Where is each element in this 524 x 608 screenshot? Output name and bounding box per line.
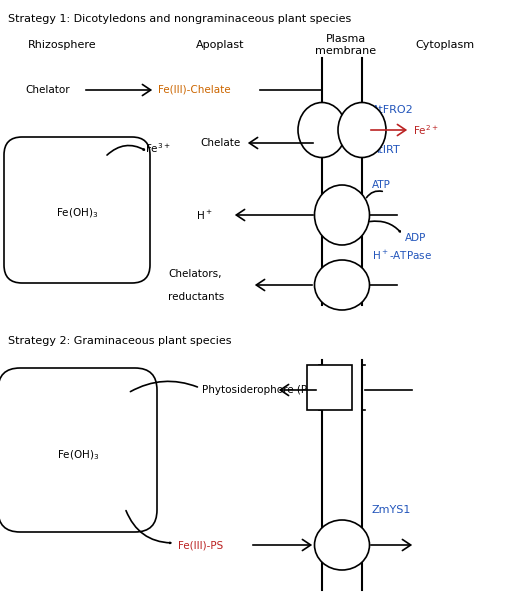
FancyArrowPatch shape [107,145,144,155]
Text: Rhizosphere: Rhizosphere [28,40,96,50]
Text: ATP: ATP [372,180,391,190]
Text: Fe$^{3+}$: Fe$^{3+}$ [145,141,171,155]
Text: Strategy 2: Graminaceous plant species: Strategy 2: Graminaceous plant species [8,336,232,346]
FancyArrowPatch shape [370,221,400,232]
Text: Cytoplasm: Cytoplasm [416,40,475,50]
Text: Chelate: Chelate [200,138,240,148]
Ellipse shape [314,260,369,310]
Text: ZmYS1: ZmYS1 [372,505,411,515]
Ellipse shape [314,520,369,570]
Text: Phytosiderophore (PS): Phytosiderophore (PS) [202,385,318,395]
FancyArrowPatch shape [126,511,171,544]
Ellipse shape [298,103,346,157]
Text: H$^+$-ATPase: H$^+$-ATPase [372,249,432,261]
Text: Chelator: Chelator [25,85,70,95]
Text: AtFRO2: AtFRO2 [372,105,414,115]
Text: Fe(III)-Chelate: Fe(III)-Chelate [158,85,231,95]
Text: reductants: reductants [168,292,224,302]
Text: Plasma
membrane: Plasma membrane [315,34,377,55]
Ellipse shape [314,185,369,245]
FancyBboxPatch shape [4,137,150,283]
Text: Apoplast: Apoplast [196,40,244,50]
Text: Fe$^{2+}$: Fe$^{2+}$ [413,123,439,137]
Text: AtIRT: AtIRT [372,145,401,155]
Text: Fe(OH)$_3$: Fe(OH)$_3$ [56,206,99,220]
Bar [307,365,352,410]
FancyBboxPatch shape [0,368,157,532]
Text: Strategy 1: Dicotyledons and nongraminaceous plant species: Strategy 1: Dicotyledons and nongraminac… [8,14,351,24]
Text: ADP: ADP [405,233,427,243]
FancyArrowPatch shape [366,191,383,198]
Text: Chelators,: Chelators, [168,269,222,279]
Text: Fe(III)-PS: Fe(III)-PS [178,540,223,550]
Text: H$^+$: H$^+$ [196,209,213,221]
Ellipse shape [338,103,386,157]
FancyArrowPatch shape [130,381,198,392]
Text: Fe(OH)$_3$: Fe(OH)$_3$ [57,448,99,462]
